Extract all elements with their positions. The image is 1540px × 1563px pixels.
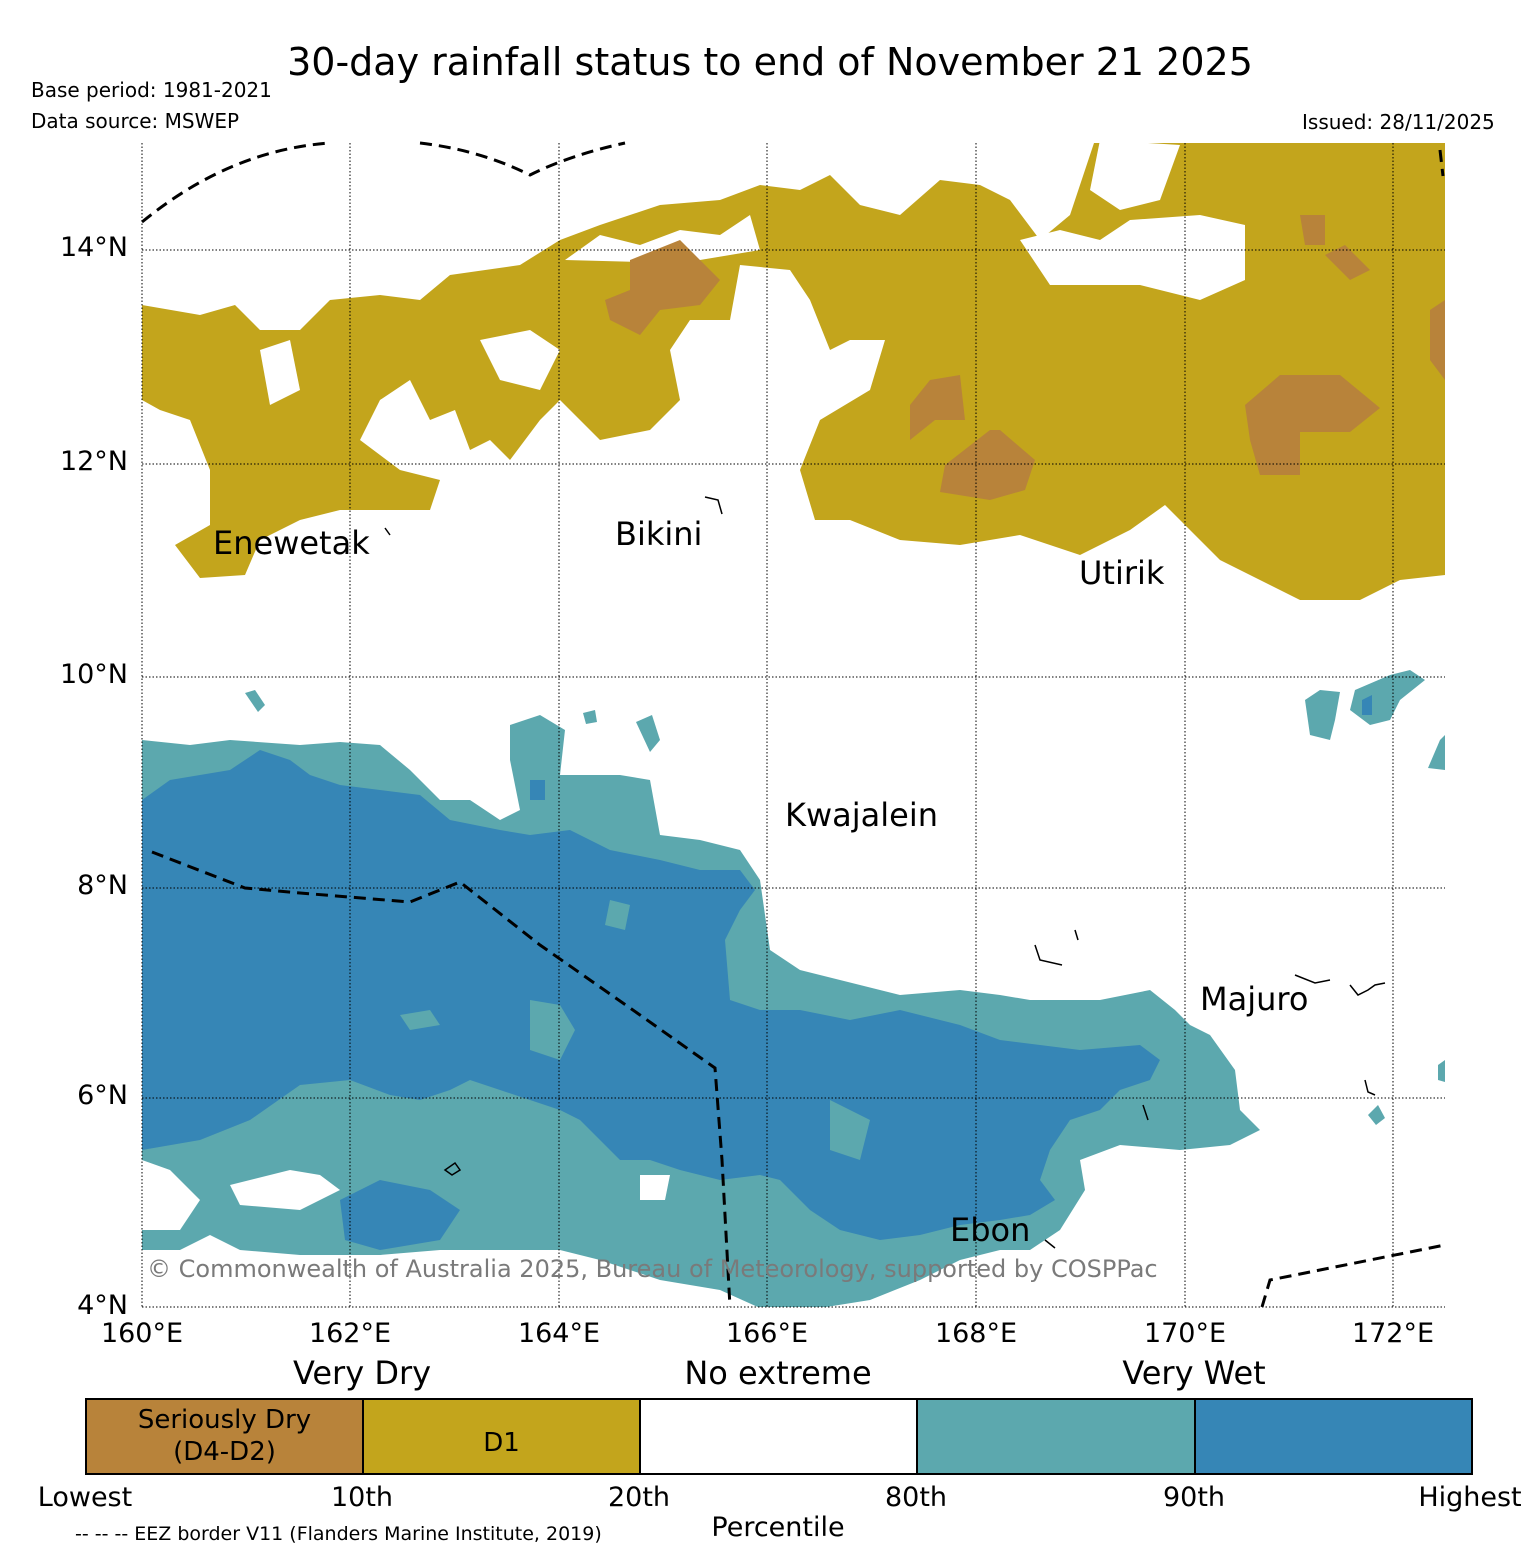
lon-label-170e: 170°E — [1143, 1318, 1227, 1349]
place-ebon: Ebon — [950, 1211, 1031, 1249]
pct-highest: Highest — [1418, 1482, 1522, 1513]
lon-label-172e: 172°E — [1351, 1318, 1435, 1349]
legend-box-no-extreme — [639, 1398, 918, 1475]
lat-label-12n: 12°N — [59, 446, 128, 477]
legend-box-seriously-dry: Seriously Dry (D4-D2) — [85, 1398, 364, 1475]
place-utirik: Utirik — [1079, 554, 1165, 592]
graticule — [141, 143, 1445, 1308]
map-title: 30-day rainfall status to end of Novembe… — [287, 40, 1253, 84]
lat-label-4n: 4°N — [77, 1290, 128, 1321]
eez-border — [141, 141, 1446, 1308]
lat-label-6n: 6°N — [77, 1080, 128, 1111]
seriously-dry-patch-5 — [1300, 215, 1325, 245]
island-outlines — [384, 496, 1386, 1249]
lat-label-14n: 14°N — [59, 232, 128, 263]
eez-note: -- -- -- EEZ border V11 (Flanders Marine… — [75, 1523, 602, 1545]
legend-no-extreme: No extreme — [684, 1354, 872, 1392]
percentile-axis-title: Percentile — [711, 1512, 845, 1543]
legend-very-wet: Very Wet — [1122, 1354, 1266, 1392]
lat-label-8n: 8°N — [77, 870, 128, 901]
lon-label-166e: 166°E — [725, 1318, 809, 1349]
seriously-dry-patch-6 — [1325, 245, 1370, 280]
legend-very-dry: Very Dry — [292, 1354, 432, 1392]
issued-date: Issued: 28/11/2025 — [1302, 110, 1495, 134]
seriously-dry-patch-7 — [1430, 300, 1445, 380]
seriously-dry-patch-2 — [910, 375, 965, 440]
lon-label-164e: 164°E — [517, 1318, 601, 1349]
lon-label-160e: 160°E — [100, 1318, 184, 1349]
legend-box-d1: D1 — [362, 1398, 641, 1475]
pct-lowest: Lowest — [37, 1482, 133, 1513]
seriously-dry-patch-3 — [940, 430, 1035, 500]
place-kwajalein: Kwajalein — [785, 796, 939, 834]
data-source: Data source: MSWEP — [31, 109, 240, 133]
copyright-notice: © Commonwealth of Australia 2025, Bureau… — [147, 1255, 1158, 1283]
lat-label-10n: 10°N — [59, 659, 128, 690]
pct-10th: 10th — [330, 1482, 394, 1513]
legend-box-wet-90 — [1194, 1398, 1473, 1475]
pct-90th: 90th — [1162, 1482, 1226, 1513]
seriously-dry-patch-4 — [1245, 375, 1380, 475]
wet-90-region — [142, 750, 1160, 1240]
place-bikini: Bikini — [615, 515, 703, 553]
seriously-dry-patch-1 — [605, 240, 720, 335]
pct-20th: 20th — [607, 1482, 671, 1513]
legend-box-wet-80 — [916, 1398, 1196, 1475]
lon-label-162e: 162°E — [308, 1318, 392, 1349]
pct-80th: 80th — [884, 1482, 948, 1513]
base-period: Base period: 1981-2021 — [31, 78, 272, 102]
place-enewetak: Enewetak — [213, 524, 370, 562]
lon-label-168e: 168°E — [934, 1318, 1018, 1349]
place-majuro: Majuro — [1200, 980, 1309, 1018]
